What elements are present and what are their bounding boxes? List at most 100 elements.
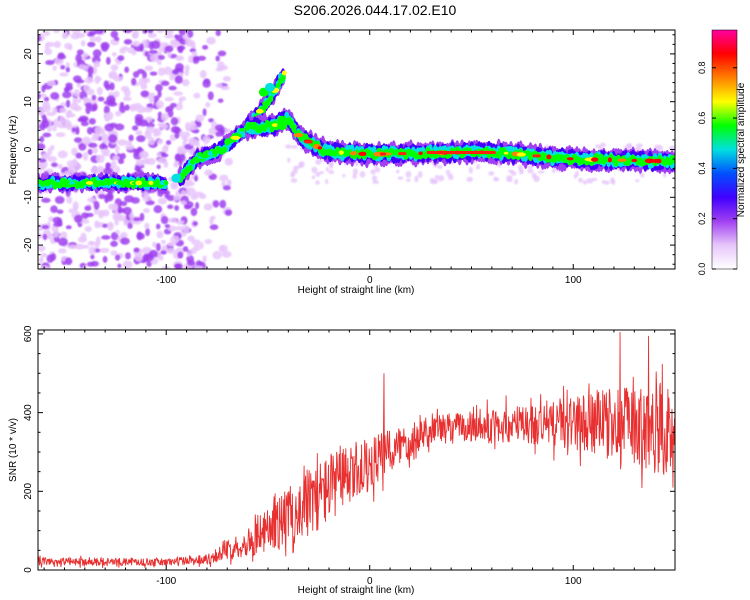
noise-speckle	[217, 98, 224, 103]
noise-speckle	[167, 109, 174, 118]
noise-speckle	[98, 193, 107, 200]
noise-speckle	[68, 208, 74, 213]
noise-speckle	[65, 62, 70, 69]
noise-speckle	[126, 140, 133, 145]
noise-speckle	[107, 111, 114, 121]
noise-speckle	[359, 170, 366, 178]
noise-speckle	[110, 64, 119, 71]
noise-speckle	[44, 30, 50, 36]
noise-speckle	[115, 229, 120, 235]
noise-speckle	[124, 66, 130, 73]
noise-speckle	[191, 51, 198, 57]
ridge-cell	[281, 70, 287, 76]
noise-speckle	[163, 144, 169, 151]
ridge-cell	[546, 154, 552, 160]
noise-speckle	[595, 144, 601, 149]
noise-speckle	[172, 183, 177, 189]
noise-speckle	[107, 221, 114, 231]
noise-speckle	[91, 94, 97, 101]
noise-speckle	[88, 30, 97, 36]
noise-speckle	[219, 64, 228, 71]
noise-speckle	[72, 75, 82, 83]
ridge-cell	[79, 180, 89, 185]
ridge-cell	[262, 101, 270, 107]
spectrogram-ridge	[38, 68, 675, 195]
noise-speckle	[65, 99, 71, 108]
noise-speckle	[125, 252, 131, 260]
noise-speckle	[164, 45, 174, 53]
noise-speckle	[78, 115, 89, 123]
noise-speckle	[155, 223, 161, 230]
noise-speckle	[148, 249, 158, 258]
ridge-cell	[148, 180, 154, 186]
noise-speckle	[109, 122, 118, 128]
x-tick-label: 0	[367, 576, 373, 587]
noise-speckle	[178, 98, 183, 105]
noise-speckle	[81, 136, 91, 145]
noise-speckle	[163, 161, 169, 168]
noise-speckle	[169, 38, 179, 48]
noise-speckle	[40, 253, 48, 258]
noise-speckle	[186, 260, 196, 266]
snr-x-axis: -100 0 100	[43, 330, 676, 587]
noise-speckle	[140, 90, 150, 98]
noise-speckle	[110, 30, 119, 39]
noise-speckle	[147, 32, 157, 38]
ridge-blob	[171, 173, 182, 183]
noise-speckle	[65, 82, 73, 89]
ridge-peak	[304, 140, 313, 144]
noise-speckle	[187, 235, 195, 242]
spectrogram-x-axis: -100 0 100	[43, 30, 676, 286]
noise-speckle	[43, 96, 50, 102]
colorbar-tick-label: 0.2	[697, 212, 707, 225]
noise-speckle	[168, 217, 178, 223]
noise-speckle	[45, 41, 55, 48]
noise-speckle	[168, 85, 177, 91]
noise-speckle	[190, 207, 198, 217]
noise-speckle	[40, 93, 47, 98]
noise-speckle	[52, 125, 57, 132]
noise-speckle	[72, 205, 78, 212]
noise-speckle	[68, 45, 73, 51]
noise-speckle	[39, 135, 45, 143]
noise-speckle	[57, 237, 68, 247]
noise-speckle	[182, 224, 190, 234]
x-tick-label: -100	[156, 275, 176, 286]
noise-speckle	[164, 224, 171, 229]
noise-speckle	[41, 100, 51, 110]
noise-speckle	[173, 162, 180, 168]
snr-y-label: SNR (10 * v/v)	[8, 418, 19, 482]
noise-speckle	[101, 43, 109, 52]
noise-speckle	[180, 190, 186, 196]
noise-speckle	[164, 33, 174, 39]
noise-speckle	[488, 171, 495, 176]
noise-speckle	[129, 211, 134, 220]
noise-speckle	[175, 55, 185, 62]
noise-speckle	[215, 83, 223, 88]
noise-speckle	[445, 172, 453, 176]
noise-speckle	[123, 38, 133, 45]
noise-speckle	[78, 142, 87, 151]
noise-speckle	[209, 217, 214, 226]
colorbar-tick-label: 0.8	[697, 61, 707, 74]
noise-speckle	[117, 139, 128, 146]
noise-speckle	[194, 175, 199, 182]
noise-speckle	[120, 85, 130, 92]
noise-speckle	[192, 221, 198, 226]
x-tick-label: 100	[565, 576, 582, 587]
noise-speckle	[396, 169, 400, 174]
noise-speckle	[191, 239, 201, 246]
noise-speckle	[64, 257, 73, 266]
colorbar-label: Normalized spectral amplitude	[736, 82, 747, 217]
noise-speckle	[114, 218, 119, 226]
noise-speckle	[199, 242, 204, 250]
noise-speckle	[591, 177, 598, 182]
noise-speckle	[124, 104, 130, 111]
noise-speckle	[41, 224, 50, 230]
ridge-blob	[265, 82, 276, 92]
snr-panel: -100 0 100 0 200 400 600 Height of straight l…	[8, 325, 676, 596]
noise-speckle	[131, 31, 139, 39]
ridge-cell	[68, 181, 76, 185]
noise-speckle	[215, 30, 221, 37]
